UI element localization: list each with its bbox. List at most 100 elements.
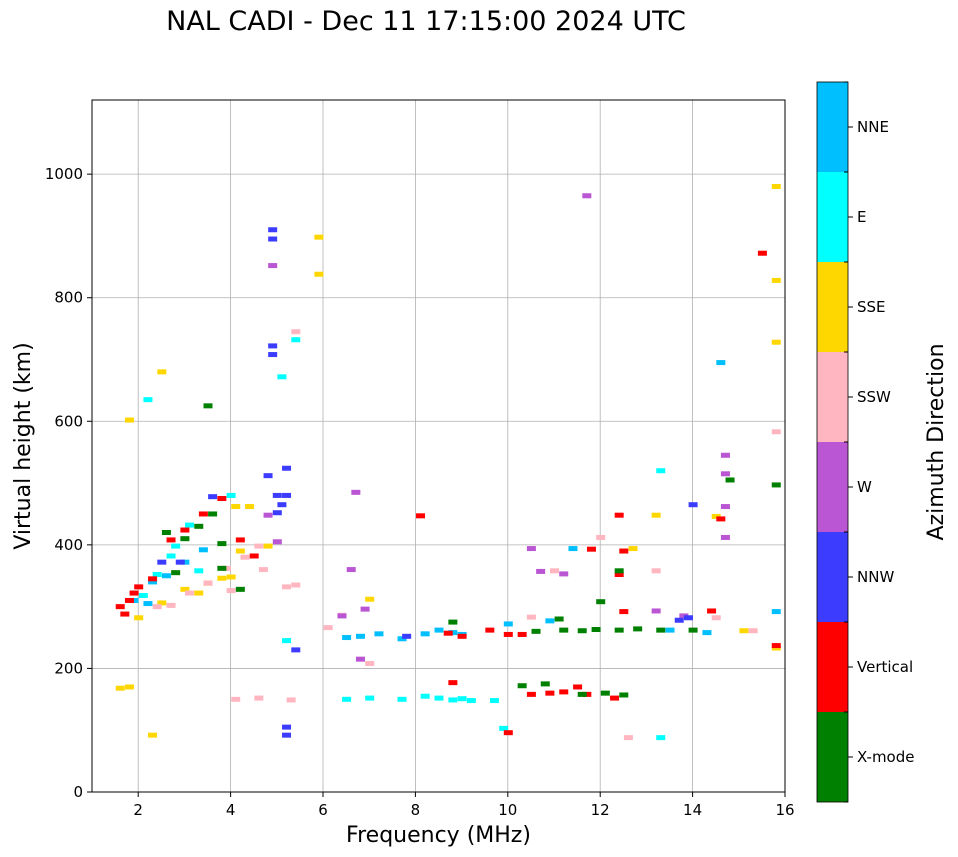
data-point-w (720, 471, 730, 477)
colorbar-segment-e (817, 172, 848, 262)
data-point-vertical (619, 609, 629, 615)
data-point-x-mode (688, 627, 698, 633)
data-point-sse (231, 504, 241, 510)
x-tick-label: 16 (775, 801, 794, 819)
data-point-sse (314, 234, 324, 240)
data-point-w (679, 613, 689, 619)
data-point-sse (628, 546, 638, 552)
data-point-vertical (707, 608, 717, 614)
data-point-nne (161, 573, 171, 579)
data-point-sse (651, 512, 661, 518)
data-point-nnw (282, 724, 292, 730)
grid-lines (92, 100, 786, 793)
data-point-sse (194, 590, 204, 596)
colorbar-segment-sse (817, 262, 848, 352)
data-point-ssw (291, 329, 301, 335)
data-point-ssw (254, 695, 264, 701)
data-point-ssw (203, 580, 213, 586)
data-point-ssw (221, 565, 231, 571)
data-point-x-mode (171, 570, 181, 576)
data-point-nnw (277, 502, 287, 508)
data-point-ssw (291, 582, 301, 588)
data-point-vertical (148, 576, 158, 582)
data-point-sse (365, 596, 375, 602)
data-point-sse (124, 417, 134, 423)
colorbar-segment-vertical (817, 622, 848, 712)
data-point-nne (568, 546, 578, 552)
data-point-e (171, 543, 181, 549)
y-tick-label: 800 (54, 289, 83, 307)
data-point-ssw (254, 543, 264, 549)
data-point-nnw (688, 502, 698, 508)
data-point-ssw (711, 615, 721, 621)
data-point-e (420, 693, 430, 699)
data-point-nne (129, 597, 139, 603)
data-point-x-mode (577, 628, 587, 634)
data-point-vertical (249, 553, 259, 559)
colorbar-tick-label: NNW (857, 568, 894, 586)
data-point-ssw (748, 628, 758, 634)
colorbar-tick-label: NNE (857, 118, 889, 136)
colorbar-tick-label: SSW (857, 388, 891, 406)
data-point-vertical (115, 604, 125, 610)
data-point-vertical (120, 611, 130, 617)
data-point-sse (771, 184, 781, 189)
x-axis-ticks: 2 4 6 8 10 12 14 16 (133, 792, 795, 819)
colorbar-tick-label: X-mode (857, 748, 914, 766)
data-point-nne (374, 631, 384, 637)
data-point-vertical (166, 537, 176, 543)
data-point-sse (180, 586, 190, 592)
y-axis-ticks: 0 200 400 600 800 1000 (45, 165, 92, 801)
data-point-x-mode (600, 690, 610, 696)
data-point-e (489, 698, 499, 704)
data-point-e (282, 638, 292, 644)
data-point-nne (342, 635, 352, 641)
data-point-nne (148, 579, 158, 585)
x-tick-label: 12 (591, 801, 610, 819)
data-point-ssw (550, 568, 559, 574)
data-point-x-mode (235, 586, 245, 592)
data-point-ssw (623, 735, 633, 741)
data-point-sse (711, 513, 721, 519)
x-tick-label: 2 (133, 801, 143, 819)
x-tick-label: 8 (411, 801, 421, 819)
data-point-sse (739, 628, 749, 634)
data-point-ssw (286, 697, 296, 703)
colorbar-tick-label: Vertical (857, 658, 913, 676)
data-point-w (651, 608, 661, 614)
data-point-x-mode (194, 523, 204, 529)
x-tick-label: 4 (226, 801, 236, 819)
data-point-nnw (402, 633, 412, 639)
data-point-nne (198, 547, 208, 553)
data-point-nne (434, 627, 444, 633)
data-point-sse (235, 548, 245, 554)
data-point-e (466, 698, 476, 704)
data-point-w (720, 534, 730, 540)
data-point-w (536, 568, 546, 574)
y-tick-label: 600 (54, 412, 83, 430)
data-point-w (263, 512, 273, 518)
x-axis-label: Frequency (MHz) (346, 823, 531, 848)
data-point-x-mode (559, 627, 569, 633)
data-point-sse (115, 685, 125, 691)
data-point-nnw (268, 227, 278, 233)
data-point-e (152, 572, 162, 578)
data-point-x-mode (180, 536, 190, 542)
y-tick-label: 0 (73, 783, 83, 801)
data-point-ssw (526, 614, 536, 620)
y-axis-label: Virtual height (km) (11, 342, 36, 549)
data-point-x-mode (591, 627, 601, 633)
data-point-x-mode (217, 541, 227, 547)
data-point-e (365, 695, 375, 701)
data-point-x-mode (614, 568, 624, 574)
data-point-nne (397, 636, 407, 642)
data-point-e (291, 337, 301, 343)
data-point-e (138, 593, 148, 599)
data-point-nne (545, 618, 555, 624)
data-point-vertical (573, 684, 583, 690)
colorbar: NNE E SSE SSW W NNW Vertical X-mode (816, 81, 914, 803)
data-point-vertical (771, 643, 781, 649)
data-point-ssw (365, 660, 375, 666)
data-point-x-mode (161, 530, 171, 535)
data-point-ssw (240, 554, 250, 560)
